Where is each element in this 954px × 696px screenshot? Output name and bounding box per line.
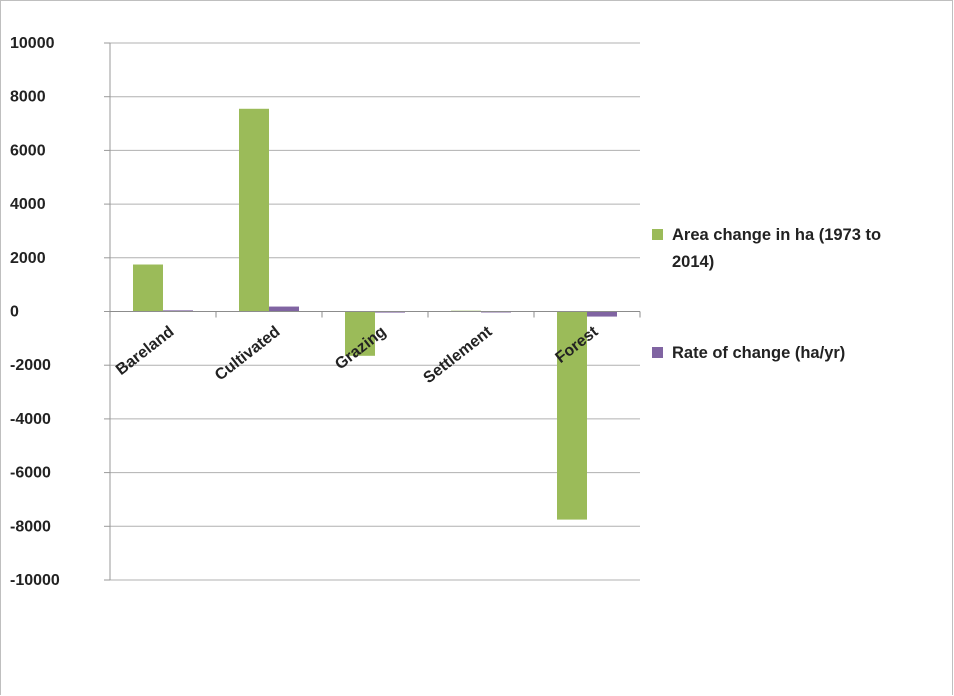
- bar: [345, 311, 375, 356]
- y-tick-label: 0: [10, 304, 19, 321]
- legend-label: Area change in ha (1973 to: [672, 226, 881, 244]
- bar: [587, 311, 617, 317]
- bar: [133, 264, 163, 312]
- y-tick-label: 4000: [10, 196, 46, 213]
- legend-swatch: [652, 347, 663, 358]
- x-axis: [109, 311, 641, 318]
- category-label: Cultivated: [212, 323, 283, 384]
- category-label: Settlement: [421, 323, 496, 387]
- legend-label: Rate of change (ha/yr): [672, 344, 845, 362]
- y-tick-label: 10000: [10, 35, 55, 52]
- y-tick-label: -6000: [10, 465, 51, 482]
- legend-label: 2014): [672, 253, 714, 271]
- y-axis-ticks: 10000 8000 6000 4000 2000 0 -2000 -4000 -6000 -80…: [10, 35, 60, 589]
- y-tick-label: -10000: [10, 572, 60, 589]
- bar: [239, 108, 269, 312]
- y-tick-label: 6000: [10, 142, 46, 159]
- y-tick-label: -2000: [10, 357, 51, 374]
- bar: [269, 306, 299, 312]
- category-label: Bareland: [113, 323, 177, 379]
- bar: [375, 311, 405, 313]
- y-tick-label: -8000: [10, 518, 51, 535]
- legend-swatch: [652, 229, 663, 240]
- y-tick-label: 8000: [10, 89, 46, 106]
- legend: Area change in ha (1973 to 2014) Rate of c…: [652, 226, 881, 362]
- bar: [163, 310, 193, 312]
- y-tick-label: 2000: [10, 250, 46, 267]
- bars: [133, 108, 617, 520]
- bar: [557, 311, 587, 520]
- y-tick-label: -4000: [10, 411, 51, 428]
